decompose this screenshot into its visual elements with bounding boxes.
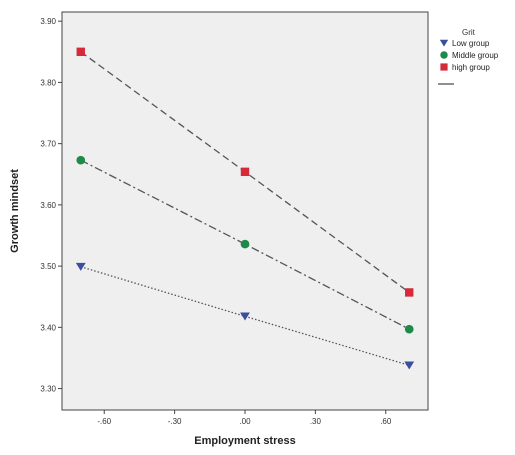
y-tick-label: 3.60	[40, 201, 56, 210]
x-tick-label: .30	[310, 417, 322, 426]
data-point	[404, 361, 415, 370]
legend-label: Low group	[452, 39, 490, 48]
x-tick-label: .60	[380, 417, 392, 426]
legend: Grit Low group Middle group high group	[438, 28, 499, 85]
x-axis: -.60 -.30 .00 .30 .60	[97, 410, 392, 426]
data-point	[240, 312, 250, 321]
x-tick-label: -.30	[168, 417, 182, 426]
y-axis-title: Growth mindset	[9, 169, 21, 253]
series-line	[80, 159, 410, 330]
x-tick-label: -.60	[97, 417, 111, 426]
data-point	[76, 155, 86, 165]
legend-label: Middle group	[452, 51, 499, 60]
y-tick-label: 3.30	[40, 385, 56, 394]
legend-title: Grit	[462, 28, 476, 37]
data-point	[75, 262, 86, 271]
y-tick-label: 3.80	[40, 78, 56, 87]
x-axis-title: Employment stress	[194, 435, 295, 447]
y-tick-label: 3.50	[40, 262, 56, 271]
y-tick-label: 3.90	[40, 17, 56, 26]
legend-label: high group	[452, 63, 490, 72]
data-point	[405, 288, 414, 297]
legend-marker	[440, 63, 448, 71]
data-point	[240, 239, 250, 249]
data-point	[76, 47, 85, 56]
legend-marker	[440, 51, 448, 59]
y-tick-label: 3.40	[40, 323, 56, 332]
legend-marker	[439, 39, 449, 47]
data-point	[240, 167, 250, 177]
series-markers	[75, 47, 415, 370]
x-tick-label: .00	[239, 417, 251, 426]
y-tick-label: 3.70	[40, 140, 56, 149]
y-axis: 3.30 3.40 3.50 3.60 3.70 3.80 3.90	[40, 17, 62, 394]
data-point	[404, 324, 414, 334]
plot-area	[61, 11, 429, 411]
